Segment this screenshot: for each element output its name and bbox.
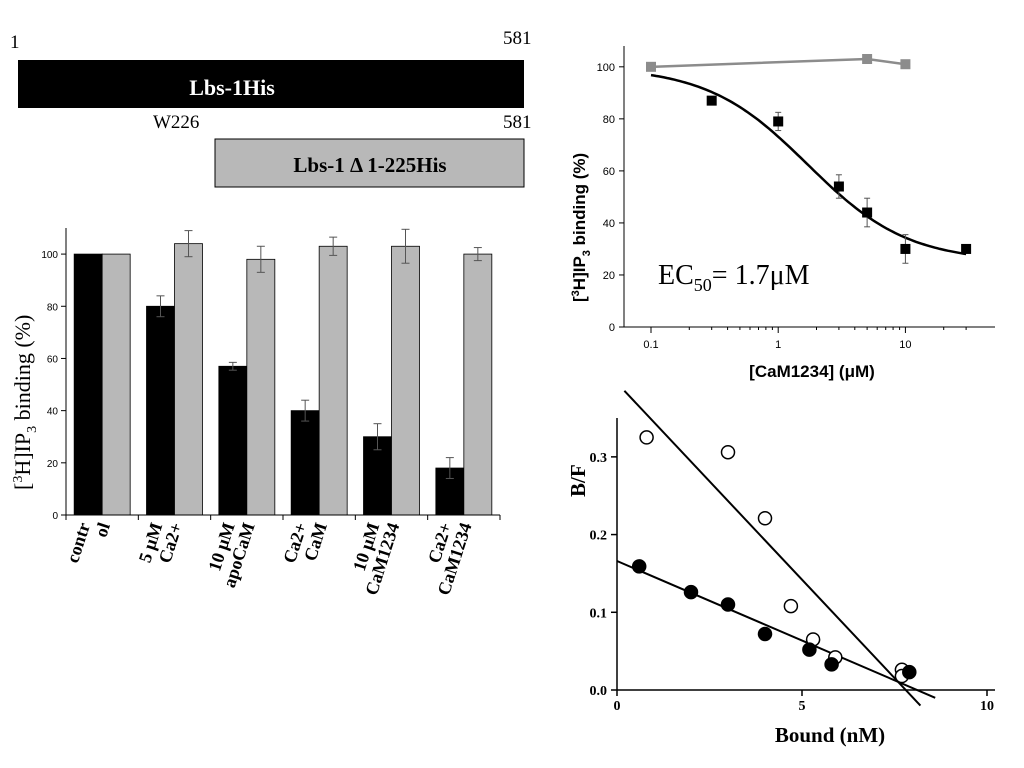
dose-y-tick-label: 100	[597, 62, 615, 74]
bar-series2-5	[391, 245, 420, 516]
dose-black-point	[862, 207, 873, 218]
bar-y-tick-label: 80	[47, 302, 59, 313]
scatchard-x-axis-title: Bound (nM)	[775, 723, 885, 747]
dose-y-tick-label: 40	[603, 218, 615, 230]
scat-filled-point	[802, 642, 817, 657]
scat-y-tick-label: 0.3	[590, 451, 608, 466]
full-construct-start: 1	[10, 32, 20, 53]
scat-filled-point	[757, 626, 773, 642]
truncated-construct-end: 581	[503, 112, 532, 133]
dose-y-tick-label: 20	[603, 270, 615, 282]
dose-response-chart: 0 20 40 60 80 100 0.1 1 10 [CaM1234] (μM) [3H]IP…	[570, 46, 995, 381]
bar-series1-4	[290, 410, 320, 516]
scatchard-y-axis-title: B/F	[566, 464, 590, 497]
scat-regression-line-1	[623, 390, 922, 707]
construct-diagram: 1 581 Lbs-1His W226 581 Lbs-1 Δ 1-225His	[10, 28, 532, 188]
ec50-annotation: EC50= 1.7μM	[658, 260, 810, 295]
dose-y-tick-label: 60	[603, 166, 615, 178]
scatchard-chart: 0.0 0.1 0.2 0.3 0 5 10 Bound (nM) B/F	[566, 390, 995, 747]
full-construct-end: 581	[503, 28, 532, 49]
dose-x-tick-label: 10	[899, 339, 911, 351]
bar-y-tick-label: 60	[47, 354, 59, 365]
truncated-construct-start: W226	[153, 112, 199, 133]
dose-grey-point	[646, 61, 656, 72]
dose-x-axis-title: [CaM1234] (μM)	[749, 362, 875, 381]
bar-y-tick-label: 20	[47, 459, 59, 470]
dose-chart-marks: 0 20 40 60 80 100 0.1 1 10	[597, 54, 972, 351]
dose-black-point	[706, 95, 717, 106]
truncated-construct-label: Lbs-1 Δ 1-225His	[293, 153, 446, 177]
scat-filled-point	[631, 559, 647, 574]
full-construct-label: Lbs-1His	[189, 75, 275, 100]
bar-category-label: ol	[91, 520, 114, 540]
dose-y-tick-label: 80	[603, 114, 615, 126]
scat-y-tick-label: 0.2	[590, 529, 608, 544]
bar-series1-2	[146, 305, 175, 516]
bar-series2-4	[318, 245, 348, 516]
scat-open-point	[757, 511, 773, 526]
bar-series1-1	[73, 253, 103, 516]
scat-x-tick-label: 10	[980, 699, 994, 714]
bar-series1-3	[218, 365, 248, 516]
bar-series2-3	[246, 258, 276, 516]
scat-filled-point	[683, 584, 699, 600]
scat-x-tick-label: 5	[799, 699, 806, 714]
dose-y-axis-title: [3H]IP3 binding (%)	[570, 153, 593, 302]
bar-series2-1	[101, 253, 131, 516]
dose-grey-point	[862, 54, 873, 65]
scat-open-point	[783, 598, 799, 614]
truncated-construct-bar	[214, 138, 525, 188]
scat-filled-point	[720, 597, 736, 612]
bar-series2-6	[463, 253, 493, 516]
dose-grey-point	[900, 59, 911, 70]
dose-black-point	[961, 243, 972, 254]
bar-category-label: contr	[62, 520, 94, 565]
scat-y-tick-label: 0.1	[590, 606, 608, 621]
bar-chart-axes	[65, 228, 500, 516]
dose-black-point	[773, 116, 784, 127]
dose-y-tick-label: 0	[609, 322, 615, 334]
bar-series2-2	[174, 243, 203, 516]
dose-x-tick-label: 0.1	[643, 339, 658, 351]
dose-fit-curve	[650, 73, 967, 256]
bar-y-tick-label: 100	[41, 250, 58, 261]
scat-regression-line-2	[616, 560, 936, 699]
dose-black-point	[900, 243, 911, 254]
scat-open-point	[639, 430, 654, 445]
scat-open-point	[720, 444, 736, 460]
dose-black-point	[833, 181, 844, 192]
bar-y-axis-title: [3H]IP3 binding (%)	[10, 315, 40, 490]
scat-filled-point	[824, 657, 839, 672]
scatchard-chart-marks: 0.0 0.1 0.2 0.3 0 5 10	[590, 390, 994, 714]
bar-y-tick-label: 40	[47, 407, 59, 418]
bar-y-tick-label: 0	[52, 511, 58, 522]
full-construct-bar	[18, 60, 524, 108]
dose-x-tick-label: 1	[775, 339, 781, 351]
scat-y-tick-label: 0.0	[590, 684, 608, 699]
scat-filled-point	[902, 664, 917, 680]
scat-x-tick-label: 0	[614, 699, 621, 714]
